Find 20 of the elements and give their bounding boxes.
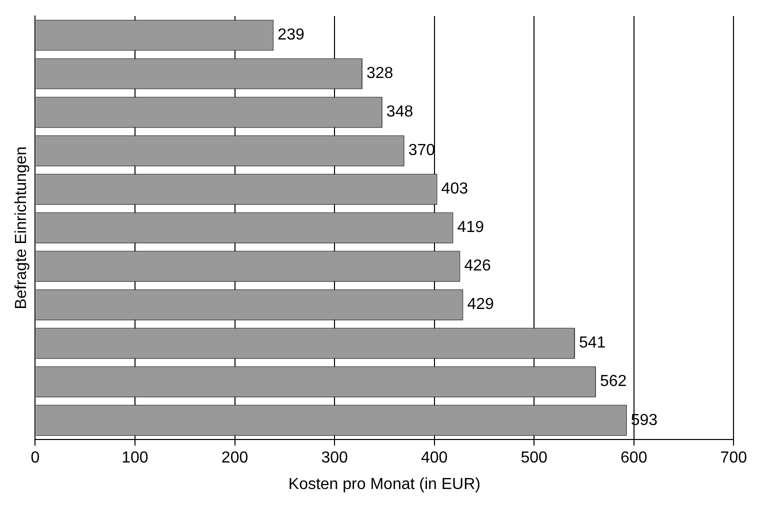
x-tick-label: 300 — [321, 450, 348, 467]
x-tick-label: 700 — [720, 450, 748, 467]
x-tick-label: 400 — [420, 450, 448, 467]
data-label: 429 — [467, 296, 494, 314]
x-tick-label: 600 — [620, 450, 648, 467]
y-axis-title: Befragte Einrichtungen — [13, 146, 30, 310]
x-axis-title: Kosten pro Monat (in EUR) — [288, 476, 480, 493]
data-label: 328 — [366, 65, 394, 82]
data-label: 403 — [441, 180, 468, 198]
data-label: 426 — [464, 258, 492, 275]
data-label: 348 — [386, 104, 414, 121]
x-tick-label: 200 — [221, 450, 248, 467]
data-label: 541 — [579, 334, 606, 352]
data-label: 370 — [408, 142, 436, 160]
data-label: 239 — [278, 26, 304, 44]
data-label: 562 — [600, 373, 627, 390]
data-label: 419 — [457, 219, 484, 236]
x-tick-label: 100 — [122, 450, 148, 467]
x-tick-label: 500 — [520, 450, 548, 467]
x-tick-label: 0 — [30, 450, 40, 467]
